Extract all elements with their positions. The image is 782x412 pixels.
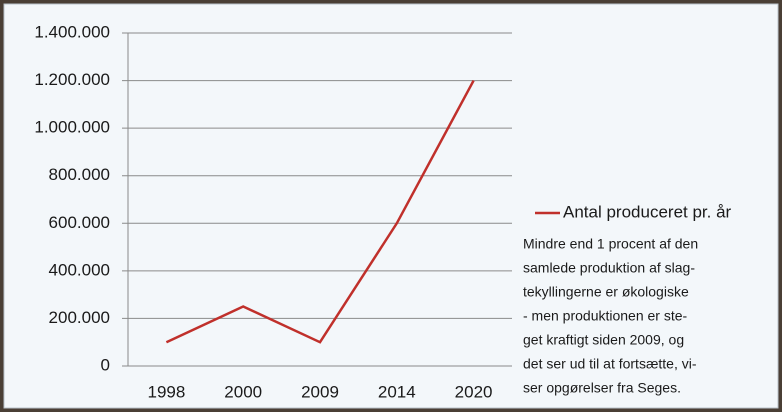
y-tick-label: 1.400.000 <box>34 22 110 41</box>
annotation-line: get kraftigt siden 2009, og <box>523 332 684 348</box>
y-tick-label: 200.000 <box>49 308 110 327</box>
annotation-line: det ser ud til at fortsætte, vi- <box>523 356 697 372</box>
y-tick-label: 0 <box>101 355 110 374</box>
y-tick-label: 400.000 <box>49 260 110 279</box>
legend-label: Antal produceret pr. år <box>563 202 732 221</box>
data-line <box>165 79 475 344</box>
x-tick-label: 2000 <box>224 382 262 401</box>
annotation-line: tekyllingerne er økologiske <box>523 284 689 300</box>
x-tick-label: 2014 <box>378 382 416 401</box>
annotation-line: - men produktionen er ste- <box>523 308 688 324</box>
chart-background <box>3 3 779 409</box>
annotation-line: ser opgørelser fra Seges. <box>523 380 681 396</box>
y-tick-label: 1.000.000 <box>34 118 110 137</box>
x-tick-label: 2020 <box>455 382 493 401</box>
y-tick-label: 1.200.000 <box>34 70 110 89</box>
annotation-line: samlede produktion af slag- <box>523 260 695 276</box>
y-tick-label: 800.000 <box>49 165 110 184</box>
x-tick-label: 2009 <box>301 382 339 401</box>
y-tick-label: 600.000 <box>49 213 110 232</box>
x-tick-label: 1998 <box>147 382 185 401</box>
annotation-line: Mindre end 1 procent af den <box>523 236 698 252</box>
